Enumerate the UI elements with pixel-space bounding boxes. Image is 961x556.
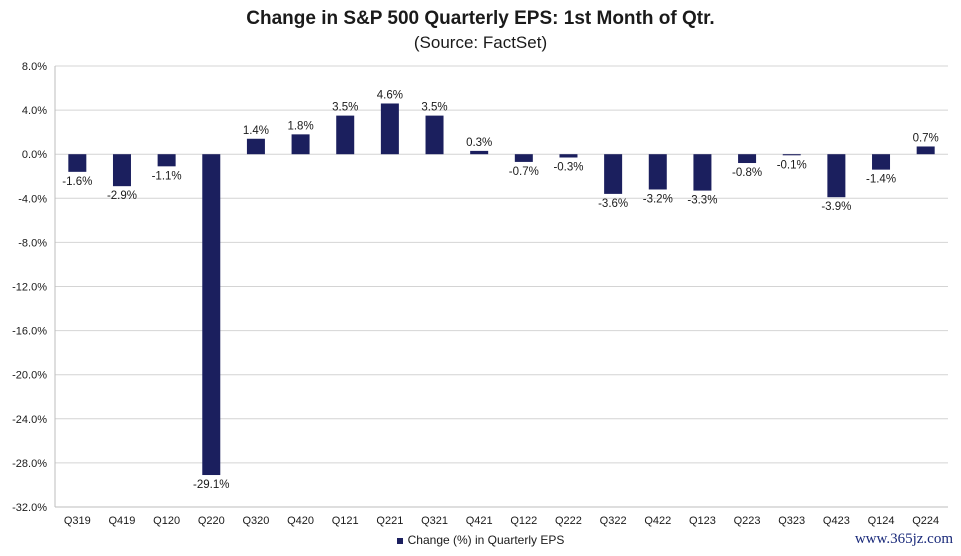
y-tick-label: 0.0% [22,149,47,161]
x-tick-label: Q224 [912,515,939,527]
bar [246,138,265,155]
x-tick-label: Q223 [734,515,761,527]
bar [916,146,935,155]
bar [380,103,399,155]
bar [68,154,87,172]
data-label: 1.4% [243,125,269,137]
x-tick-label: Q322 [600,515,627,527]
y-tick-label: 4.0% [22,105,47,117]
chart-title: Change in S&P 500 Quarterly EPS: 1st Mon… [246,8,715,29]
y-tick-label: 8.0% [22,61,47,73]
y-tick-label: -16.0% [12,326,47,338]
bar [291,134,310,155]
data-label: -3.6% [598,198,628,210]
data-label: -0.8% [732,167,762,179]
data-label: 4.6% [377,89,403,101]
x-tick-label: Q420 [287,515,314,527]
y-tick-label: -4.0% [18,193,47,205]
bar [202,154,221,476]
x-tick-label: Q421 [466,515,493,527]
x-tick-label: Q319 [64,515,91,527]
x-tick-label: Q222 [555,515,582,527]
data-label: 0.3% [466,137,492,149]
x-tick-label: Q122 [510,515,537,527]
bar [872,154,891,170]
bar [604,154,623,194]
legend: Change (%) in Quarterly EPS [0,533,961,547]
data-label: 1.8% [287,120,313,132]
bar [112,154,131,187]
x-tick-label: Q419 [109,515,136,527]
data-label: -1.4% [866,174,896,186]
y-tick-label: -24.0% [12,414,47,426]
watermark: www.365jz.com [854,531,953,547]
legend-label: Change (%) in Quarterly EPS [407,533,565,547]
y-tick-label: -20.0% [12,370,47,382]
data-label: -0.3% [553,162,583,174]
bar [425,115,444,155]
y-tick-label: -32.0% [12,502,47,514]
bar [827,154,846,198]
x-tick-label: Q121 [332,515,359,527]
data-label: -3.2% [643,193,673,205]
bar [648,154,667,190]
data-label: 0.7% [913,132,939,144]
y-tick-label: -28.0% [12,458,47,470]
data-label: -29.1% [193,479,229,491]
bar [738,154,757,164]
x-tick-label: Q320 [242,515,269,527]
x-tick-label: Q423 [823,515,850,527]
data-label: -0.1% [777,159,807,171]
x-tick-label: Q221 [376,515,403,527]
y-tick-label: -12.0% [12,282,47,294]
bar [470,150,489,155]
bar [559,154,578,158]
x-tick-label: Q120 [153,515,180,527]
chart-subtitle: (Source: FactSet) [413,33,548,52]
data-label: -2.9% [107,190,137,202]
x-tick-label: Q124 [868,515,895,527]
data-label: -1.6% [62,176,92,188]
data-label: -3.3% [687,195,717,207]
legend-swatch [396,537,403,544]
bar [514,154,533,162]
bar [336,115,355,155]
bar [693,154,712,191]
x-tick-label: Q323 [778,515,805,527]
bar [157,154,176,167]
data-label: 3.5% [332,102,358,114]
data-label: -0.7% [509,166,539,178]
data-label: 3.5% [421,102,447,114]
bar [782,154,801,156]
x-tick-label: Q422 [644,515,671,527]
x-tick-label: Q321 [421,515,448,527]
y-tick-label: -8.0% [18,237,47,249]
data-label: -3.9% [821,201,851,213]
x-tick-label: Q123 [689,515,716,527]
data-label: -1.1% [152,170,182,182]
x-tick-label: Q220 [198,515,225,527]
